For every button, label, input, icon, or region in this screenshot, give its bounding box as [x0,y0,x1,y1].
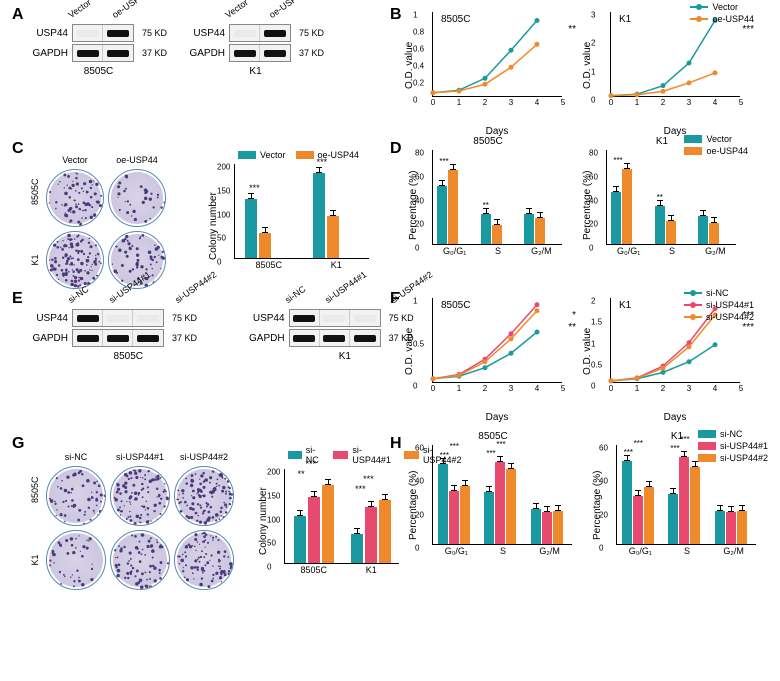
panel-d: 8505CPercentage (%)020406080G₀/G₁***S**G… [410,150,740,245]
panel-g-bar: si-NCsi-USP44#1si-USP44#2Colony number05… [260,445,405,564]
panel-e: si-NCsi-USP44#1si-USP44#2USP4475 KDGAPDH… [30,295,443,362]
panel-a: Vectoroe-USP44USP4475 KDGAPDH37 KD8505CV… [30,10,324,77]
panel-label-c: C [12,140,24,158]
panel-g-colony: si-NCsi-USP44#1si-USP44#28505CK1 [28,452,234,590]
panel-c-bar: Vectoroe-USP44Colony number0501001502008… [210,150,375,259]
panel-label-e: E [12,290,23,308]
panel-label-b: B [390,6,402,24]
panel-label-d: D [390,140,402,158]
panel-b: O.D. value8505C00.20.40.60.81012345**Day… [410,12,746,121]
panel-label-g: G [12,435,24,453]
panel-f: O.D. value8505C00.51012345***DaysO.D. va… [410,298,746,407]
panel-h: 8505CPercentage (%)0204060G₀/G₁******S**… [410,445,760,545]
panel-label-a: A [12,6,24,24]
